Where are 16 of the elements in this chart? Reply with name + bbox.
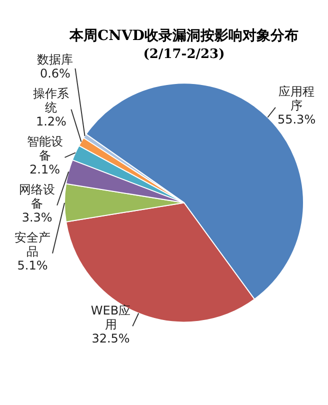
slice-label: 操作系统	[33, 86, 70, 115]
data-label: 32.5%	[92, 331, 130, 346]
slice-label: 智能设备	[26, 134, 63, 163]
slice-label: 应用程序	[278, 84, 315, 113]
data-label: 55.3%	[277, 112, 316, 127]
data-label: 5.1%	[17, 258, 48, 273]
slice-label: WEB应用	[90, 303, 131, 332]
chart-title: 本周CNVD收录漏洞按影响对象分布	[68, 28, 298, 44]
data-label: 3.3%	[22, 210, 52, 225]
data-label: 1.2%	[36, 114, 66, 129]
data-label: 2.1%	[30, 162, 60, 177]
slice-label: 数据库	[37, 52, 74, 67]
slice-label: 网络设备	[19, 182, 56, 211]
data-label: 0.6%	[40, 66, 70, 81]
slice-label: 安全产品	[14, 230, 50, 259]
chart-subtitle: (2/17-2/23)	[143, 46, 225, 62]
